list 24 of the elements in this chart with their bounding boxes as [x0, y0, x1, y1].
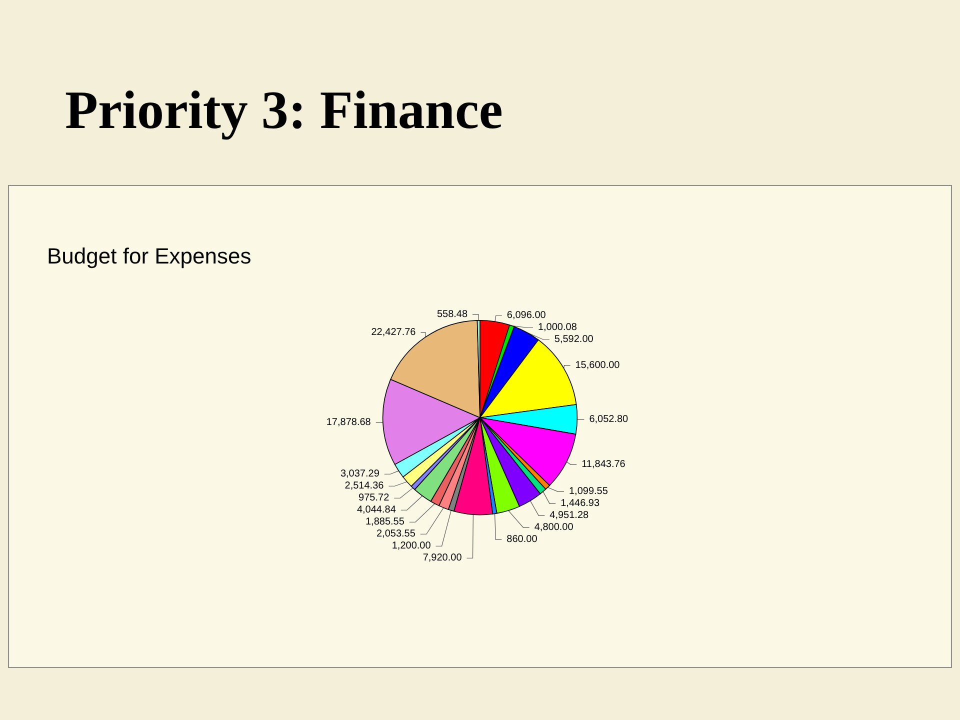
data-label: 558.48	[436, 308, 468, 320]
data-label: 5,592.00	[554, 334, 594, 346]
data-label: 2,514.36	[344, 480, 384, 492]
data-label: 1,099.55	[568, 486, 608, 498]
data-label: 7,920.00	[422, 552, 462, 564]
text: Budget for Expenses	[47, 244, 252, 268]
data-label: 4,951.28	[550, 510, 590, 522]
data-label: 6,052.80	[589, 414, 629, 425]
data-label: 975.72	[358, 492, 390, 504]
data-label: 860.00	[506, 534, 538, 546]
chart-title: Priority 3: Finance	[65, 80, 503, 140]
data-label: 11,843.76	[582, 459, 626, 470]
data-label: 17,878.68	[326, 417, 372, 428]
data-label: 6,096.00	[506, 310, 546, 322]
data-label: 4,800.00	[534, 522, 574, 534]
data-label: 3,037.29	[340, 468, 380, 480]
data-label: 22,427.76	[371, 326, 416, 338]
data-label: 2,053.55	[376, 528, 416, 540]
data-label: 15,600.00	[575, 360, 620, 371]
data-label: 1,000.08	[538, 322, 578, 334]
data-label: 4,044.84	[356, 504, 396, 516]
data-label: 1,885.55	[365, 516, 405, 528]
data-label: 1,200.00	[392, 540, 432, 552]
data-label: 1,446.93	[560, 498, 600, 510]
